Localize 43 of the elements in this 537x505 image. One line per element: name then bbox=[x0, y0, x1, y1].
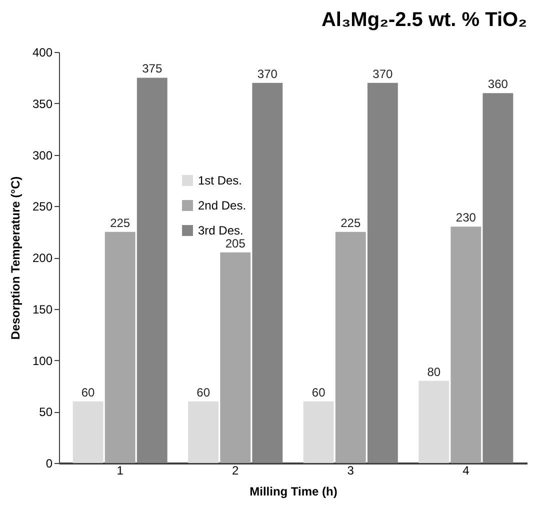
x-tick-label: 3 bbox=[347, 464, 354, 478]
y-tick-label: 300 bbox=[32, 148, 53, 162]
bar bbox=[482, 93, 514, 463]
data-label: 375 bbox=[142, 62, 162, 76]
y-tick-label: 0 bbox=[46, 456, 53, 470]
y-tick-label: 400 bbox=[32, 46, 53, 60]
y-tick-label: 200 bbox=[32, 251, 53, 265]
data-label: 230 bbox=[456, 210, 476, 225]
bar bbox=[335, 232, 366, 463]
legend-label: 3rd Des. bbox=[198, 224, 244, 238]
bar bbox=[450, 226, 482, 463]
data-label: 370 bbox=[257, 66, 278, 81]
bar bbox=[418, 380, 450, 463]
bar bbox=[104, 232, 136, 463]
x-tick-label: 2 bbox=[232, 464, 240, 478]
x-tick-label: 1 bbox=[116, 464, 124, 478]
x-axis-title: Milling Time (h) bbox=[250, 484, 338, 498]
bar bbox=[252, 82, 283, 463]
y-tick-label: 150 bbox=[32, 302, 53, 316]
y-tick-label: 50 bbox=[39, 405, 53, 420]
data-label: 225 bbox=[110, 216, 130, 230]
data-label: 60 bbox=[312, 385, 326, 400]
y-tick-label: 100 bbox=[32, 354, 53, 368]
bar bbox=[188, 401, 219, 463]
data-label: 60 bbox=[81, 385, 96, 400]
y-axis-title: Desorption Temperature (°C) bbox=[8, 176, 22, 340]
data-label: 205 bbox=[225, 236, 246, 250]
bar bbox=[303, 401, 334, 463]
legend-label: 2nd Des. bbox=[198, 198, 246, 212]
y-tick-label: 250 bbox=[32, 200, 53, 214]
data-label: 360 bbox=[488, 77, 508, 92]
data-label: 370 bbox=[372, 66, 394, 81]
data-label: 225 bbox=[340, 216, 361, 230]
bar bbox=[72, 401, 104, 463]
bar bbox=[136, 78, 168, 463]
legend-label: 1st Des. bbox=[198, 174, 242, 188]
y-tick-label: 350 bbox=[32, 96, 53, 111]
x-tick-label: 4 bbox=[462, 464, 470, 478]
data-label: 80 bbox=[427, 364, 441, 379]
bar bbox=[220, 252, 251, 463]
data-label: 60 bbox=[196, 385, 210, 400]
chart-title: Al₃Mg₂-2.5 wt. % TiO₂ bbox=[321, 9, 527, 31]
bar bbox=[367, 82, 398, 463]
